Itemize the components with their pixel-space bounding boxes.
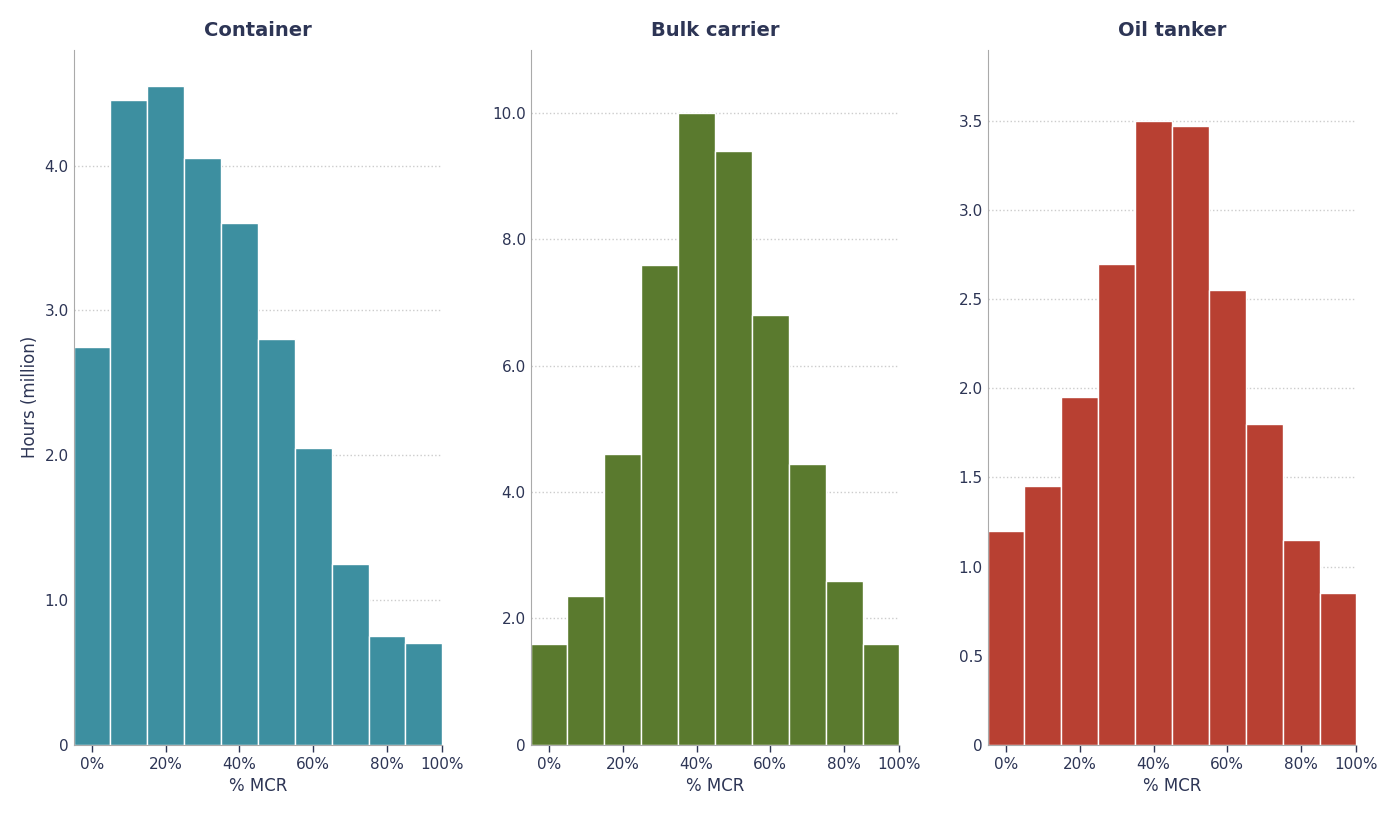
Bar	[1319, 593, 1357, 745]
Bar	[863, 644, 900, 745]
Bar	[825, 580, 863, 745]
Y-axis label: Hours (million): Hours (million)	[21, 336, 39, 459]
Title: Oil tanker: Oil tanker	[1118, 21, 1226, 40]
Bar	[368, 636, 406, 745]
Bar	[530, 644, 568, 745]
Bar	[751, 315, 789, 745]
Bar	[1209, 290, 1245, 745]
Bar	[1062, 397, 1098, 745]
Bar	[74, 347, 111, 745]
Bar	[789, 463, 825, 745]
Bar	[257, 339, 295, 745]
Bar	[1098, 264, 1135, 745]
Bar	[185, 158, 221, 745]
Bar	[1283, 540, 1319, 745]
Bar	[1024, 486, 1062, 745]
Bar	[111, 100, 147, 745]
Bar	[715, 151, 751, 745]
Bar	[1135, 121, 1172, 745]
Bar	[147, 86, 185, 745]
Title: Container: Container	[204, 21, 312, 40]
X-axis label: % MCR: % MCR	[686, 777, 744, 795]
Bar	[221, 224, 257, 745]
Bar	[679, 113, 715, 745]
Title: Bulk carrier: Bulk carrier	[651, 21, 779, 40]
X-axis label: % MCR: % MCR	[1143, 777, 1202, 795]
Bar	[332, 564, 368, 745]
Bar	[641, 264, 679, 745]
X-axis label: % MCR: % MCR	[229, 777, 287, 795]
Bar	[988, 531, 1024, 745]
Bar	[1172, 126, 1209, 745]
Bar	[295, 448, 332, 745]
Bar	[568, 596, 604, 745]
Bar	[1245, 424, 1283, 745]
Bar	[406, 644, 442, 745]
Bar	[604, 455, 641, 745]
